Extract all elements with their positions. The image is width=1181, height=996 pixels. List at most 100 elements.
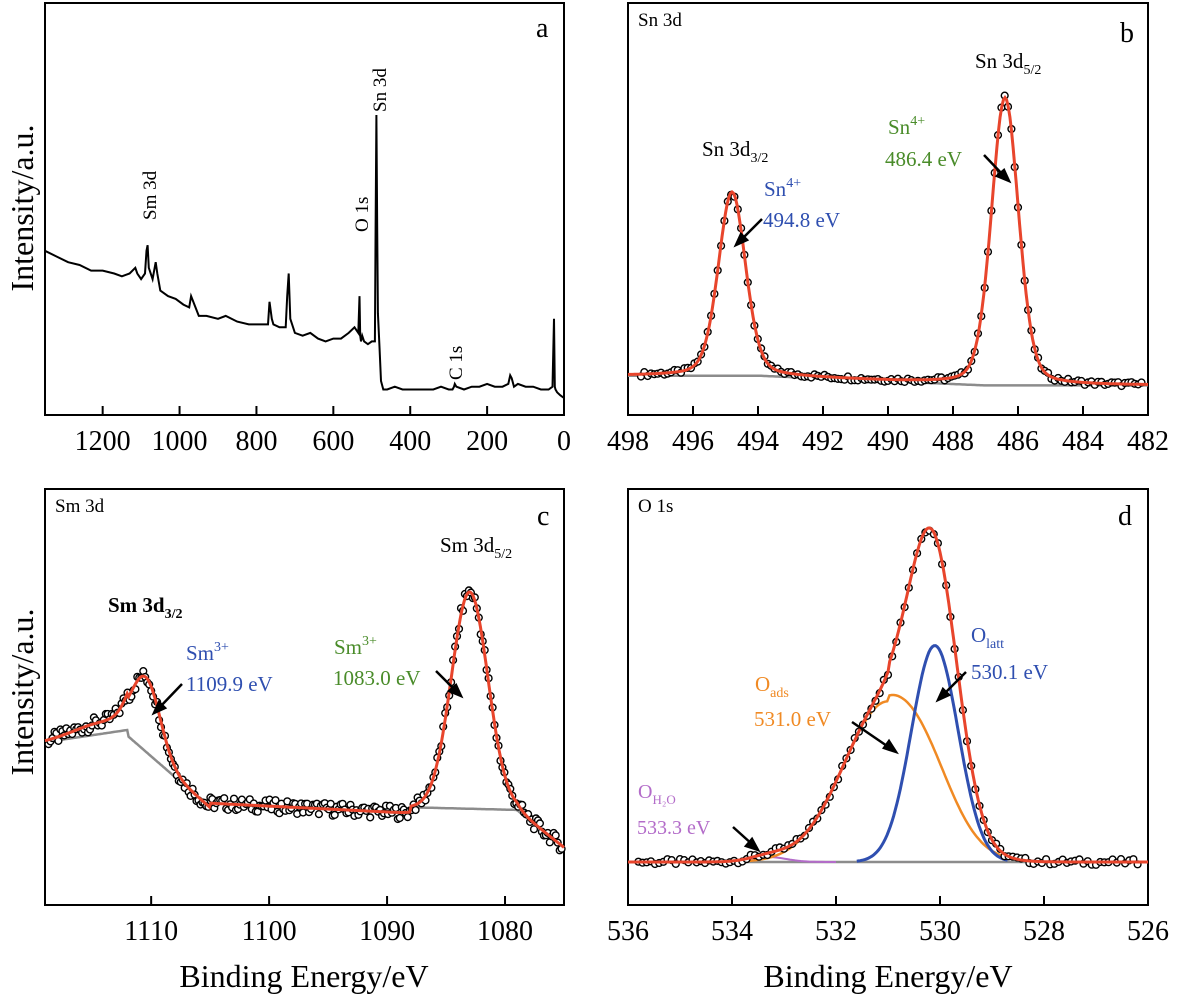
panel-a-tick-label-400: 400 — [389, 426, 431, 457]
panel-d-tick-label-534: 534 — [711, 916, 753, 947]
panel-d-x-ticks: 536 534 532 530 528 526 — [607, 896, 1169, 947]
peak-label-sm3d32-main: Sm 3d — [108, 593, 165, 617]
annot-olatt-main: O — [971, 623, 986, 647]
panel-c: 1110 1100 1090 1080 Sm 3d c Sm 3d3/2 Sm 3d5… — [44, 488, 566, 947]
panel-c-raw-point — [314, 809, 324, 819]
panel-a-tick-label-0: 0 — [557, 426, 571, 457]
panel-a-survey-line — [44, 114, 565, 399]
peak-label-sn3d52-main: Sn 3d — [975, 49, 1024, 73]
panel-b-letter: b — [1120, 18, 1134, 49]
panel-a-letter: a — [536, 13, 549, 44]
peak-label-sm3d32: Sm 3d3/2 — [108, 593, 183, 622]
panel-c-tick-label-1100: 1100 — [242, 916, 297, 947]
panel-d-tick-label-530: 530 — [919, 916, 961, 947]
panel-b-tick-label-482: 482 — [1127, 426, 1169, 457]
arrow-sm3-11099 — [151, 683, 183, 716]
panel-d-tick-label-526: 526 — [1127, 916, 1169, 947]
panel-a-tick-label-1200: 1200 — [75, 426, 131, 457]
annot-oads-main: O — [755, 672, 770, 696]
panel-a-tick-label-200: 200 — [466, 426, 508, 457]
peak-label-sm3d: Sm 3d — [140, 170, 161, 220]
panel-a-tick-label-600: 600 — [312, 426, 354, 457]
peak-label-sn3d52-sub: 5/2 — [1023, 63, 1041, 78]
panel-c-raw-points — [44, 586, 566, 855]
panel-b: 498 496 494 492 490 488 486 484 482 Sn 3d b Sn 3… — [607, 2, 1169, 457]
y-axis-title-bottom: Intensity/a.u. — [4, 608, 40, 775]
peak-label-sn3d: Sn 3d — [370, 68, 391, 112]
annot-oh2o-main: O — [638, 781, 652, 803]
panel-b-fit-curve — [627, 94, 1149, 386]
annot-oads-label: Oads — [755, 672, 789, 701]
panel-d: 536 534 532 530 528 526 O 1s d Olatt 530.1 eV… — [607, 488, 1169, 947]
panel-b-tick-label-496: 496 — [672, 426, 714, 457]
peak-label-sm3d52-sub: 5/2 — [494, 547, 512, 562]
panel-a-frame — [44, 2, 565, 416]
annot-oh2o-label: OH₂O — [638, 781, 676, 807]
panel-b-tick-label-492: 492 — [802, 426, 844, 457]
arrow-olatt — [935, 671, 967, 703]
panel-b-tick-label-494: 494 — [737, 426, 779, 457]
panel-c-raw-point — [395, 813, 404, 823]
panel-c-x-ticks: 1110 1100 1090 1080 — [124, 896, 533, 947]
panel-a-tick-label-1000: 1000 — [152, 426, 208, 457]
panel-c-frame — [44, 488, 565, 906]
x-axis-title-right: Binding Energy/eV — [763, 958, 1012, 994]
panel-c-raw-point — [529, 825, 539, 834]
panel-d-fit-curve — [628, 526, 1148, 864]
annot-sn4-4864-ion-sup: 4+ — [910, 114, 925, 129]
peak-label-sm3d52: Sm 3d5/2 — [440, 533, 512, 562]
peak-label-sm3d52-main: Sm 3d — [440, 533, 495, 557]
annot-sm3-11099-ion-sup: 3+ — [214, 640, 229, 655]
panel-b-frame — [627, 2, 1149, 416]
panel-c-letter: c — [537, 501, 549, 532]
annot-sm3-10830-ion: Sm3+ — [334, 634, 377, 659]
annot-oh2o-energy: 533.3 eV — [637, 817, 711, 839]
annot-sm3-10830-energy: 1083.0 eV — [333, 666, 421, 690]
annot-sm3-10830-ion-main: Sm — [334, 635, 362, 659]
annot-sm3-11099-energy: 1109.9 eV — [186, 672, 273, 696]
panel-b-tick-label-490: 490 — [867, 426, 909, 457]
panel-d-letter: d — [1118, 501, 1132, 532]
panel-c-tick-label-1110: 1110 — [124, 916, 178, 947]
panel-c-background — [44, 728, 565, 849]
arrow-oh2o — [732, 826, 761, 853]
peak-label-sn3d32: Sn 3d3/2 — [702, 137, 768, 166]
panel-c-raw-point — [229, 794, 239, 803]
panel-b-tick-label-484: 484 — [1062, 426, 1104, 457]
annot-oh2o-sub: H₂O — [652, 792, 675, 807]
x-axis-title-left: Binding Energy/eV — [179, 958, 428, 994]
y-axis-title-top: Intensity/a.u. — [4, 124, 40, 291]
panel-d-frame — [627, 488, 1149, 906]
panel-d-title: O 1s — [638, 496, 673, 517]
panel-a-tick-label-800: 800 — [235, 426, 277, 457]
annot-sm3-10830-ion-sup: 3+ — [362, 634, 377, 649]
panel-d-tick-label-532: 532 — [815, 916, 857, 947]
annot-sn4-4864-energy: 486.4 eV — [885, 147, 962, 171]
panel-b-title: Sn 3d — [638, 10, 682, 31]
panel-c-title: Sm 3d — [55, 496, 105, 517]
arrow-sn4-4948 — [733, 218, 763, 248]
panel-c-raw-point — [366, 813, 375, 822]
panel-c-fit-curve — [44, 590, 565, 849]
panel-a: 1200 1000 800 600 400 200 0 a Sm 3d O 1s Sn 3d… — [44, 2, 571, 457]
annot-sn4-4864-ion-main: Sn — [888, 115, 911, 139]
peak-label-sn3d32-sub: 3/2 — [750, 151, 768, 166]
annot-sn4-4948-ion: Sn4+ — [764, 176, 801, 201]
arrow-sm3-10830 — [435, 670, 464, 699]
annot-oads-sub: ads — [770, 686, 789, 701]
peak-label-o1s: O 1s — [352, 197, 373, 232]
annot-olatt-energy: 530.1 eV — [971, 660, 1048, 684]
panel-c-raw-point — [330, 810, 339, 820]
annot-oads-energy: 531.0 eV — [754, 707, 831, 731]
panel-b-tick-label-488: 488 — [932, 426, 974, 457]
panel-a-x-ticks: 1200 1000 800 600 400 200 0 — [75, 406, 571, 457]
panel-b-tick-label-498: 498 — [607, 426, 649, 457]
panel-c-tick-label-1080: 1080 — [477, 916, 533, 947]
peak-label-c1s: C 1s — [446, 346, 467, 380]
panel-d-olatt-component — [856, 644, 1008, 863]
panel-c-raw-point — [220, 794, 229, 803]
peak-label-sn3d52: Sn 3d5/2 — [975, 49, 1041, 78]
arrow-sn4-4864 — [983, 154, 1012, 184]
panel-b-tick-label-486: 486 — [997, 426, 1039, 457]
